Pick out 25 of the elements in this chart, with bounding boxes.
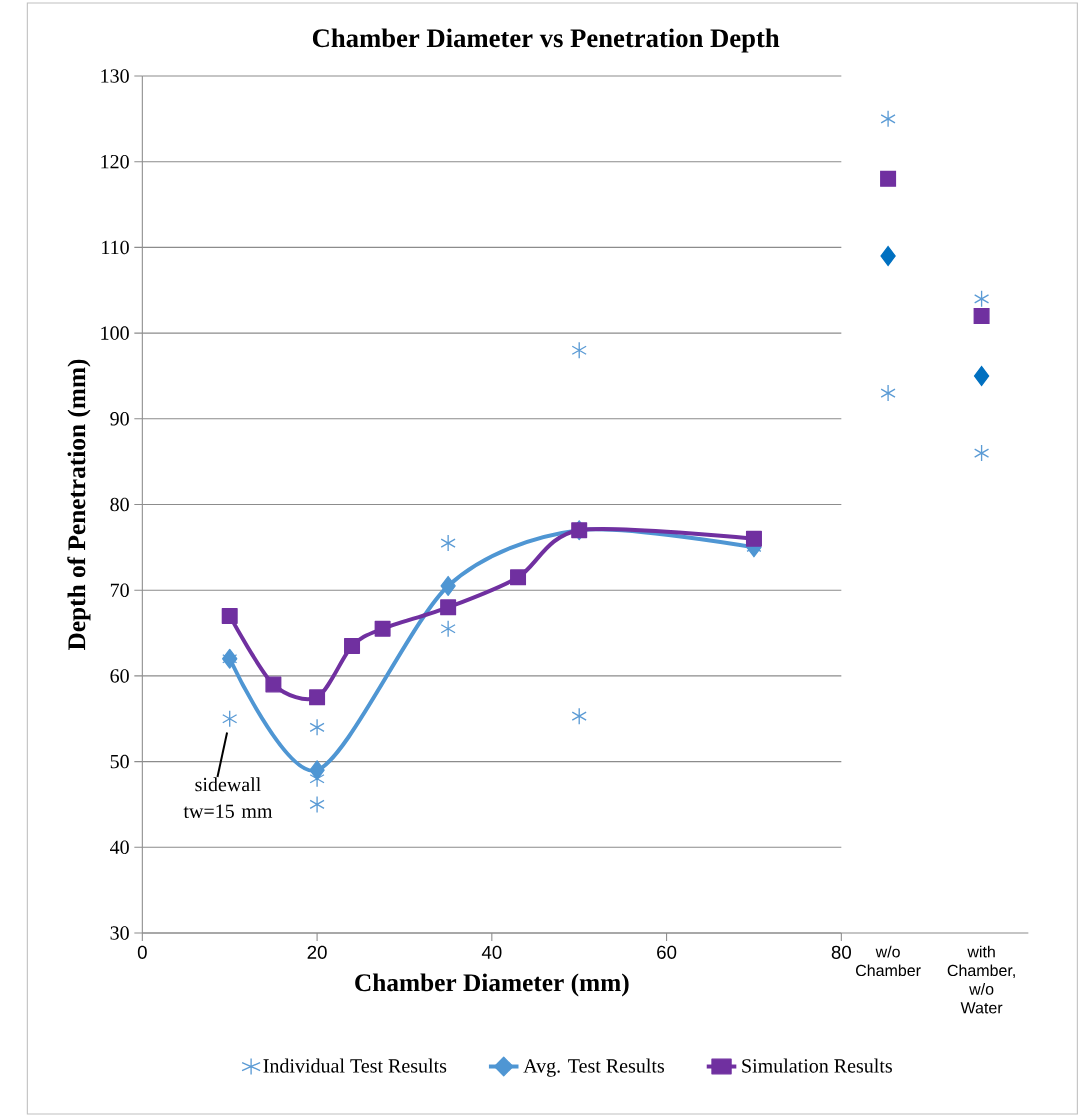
y-axis-title: Depth of Penetration (mm) (67, 359, 91, 651)
x-tick-label: 20 (307, 945, 327, 959)
legend-label: Avg. Test Results (523, 1058, 664, 1077)
chart-title: Chamber Diameter vs Penetration Depth (312, 28, 780, 53)
x-tick-label: 40 (481, 945, 502, 959)
x-axis-title: Chamber Diameter (mm) (355, 973, 629, 997)
y-tick-label: 70 (110, 583, 129, 597)
y-tick-label: 90 (110, 412, 129, 426)
y-tick-label: 110 (101, 240, 129, 255)
x-tick-label: 0 (137, 945, 147, 959)
x-tick-label: with Chamber, w/o Water (947, 945, 1015, 1014)
x-tick-label: w/o Chamber (855, 945, 921, 977)
y-tick-label: 120 (101, 154, 129, 169)
legend-label: Simulation Results (742, 1058, 892, 1073)
y-tick-label: 130 (101, 69, 129, 83)
y-tick-label: 100 (101, 326, 129, 340)
y-tick-label: 30 (110, 926, 129, 940)
x-tick-label: 80 (831, 945, 851, 959)
legend-label: Individual Test Results (263, 1058, 447, 1073)
y-tick-label: 60 (110, 669, 129, 683)
y-tick-label: 80 (110, 497, 129, 512)
y-tick-label: 50 (110, 754, 129, 769)
y-tick-label: 40 (109, 840, 129, 855)
x-tick-label: 60 (656, 945, 677, 959)
annotation: sidewall tw=15 mm (183, 777, 273, 818)
